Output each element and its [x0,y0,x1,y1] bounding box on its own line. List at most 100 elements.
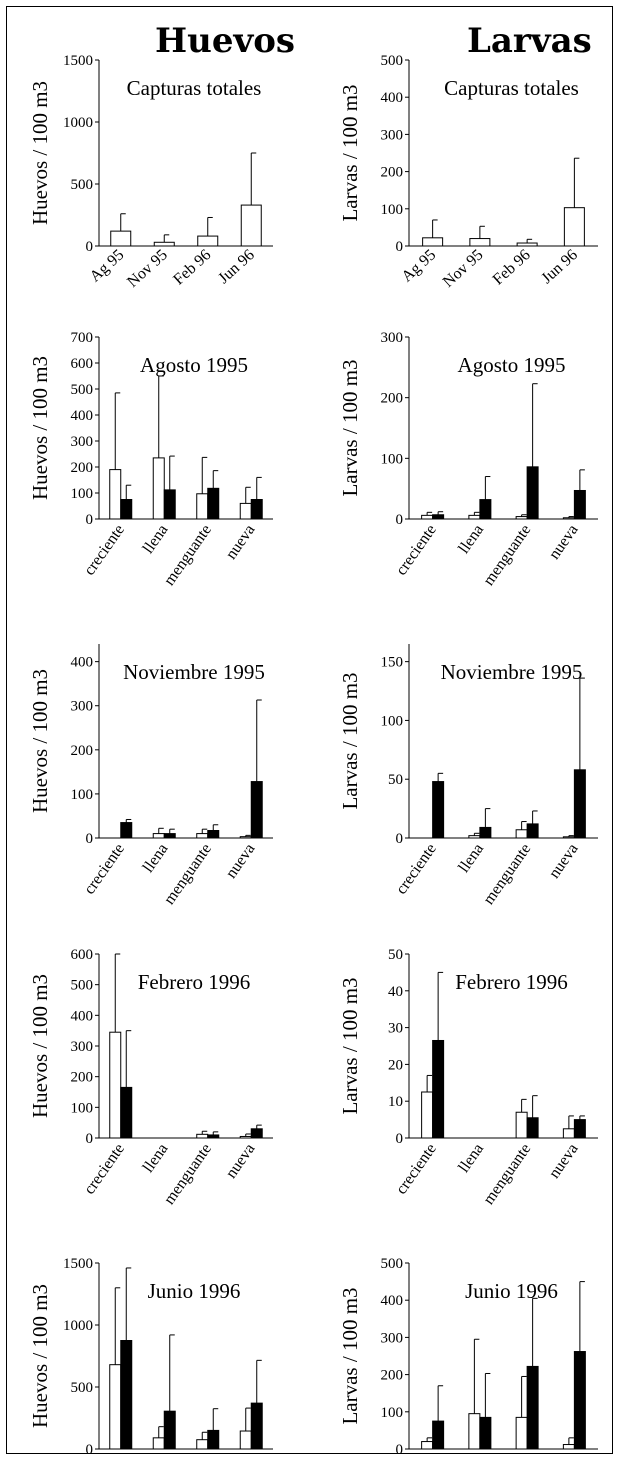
bar [573,769,586,839]
chart-panel-5: 0 50 100 150 Larvas / 100 m3 Noviembre 1995 cr… [338,644,598,908]
bar [573,1351,586,1450]
bar [515,1111,528,1139]
bar [526,1117,539,1139]
bar [562,1444,575,1450]
x-tick-label: nueva [223,841,259,882]
x-tick-label: creciente [81,1141,128,1198]
y-tick-label: 40 [388,984,403,1000]
bar [468,514,481,520]
y-tick-label: 300 [71,1039,94,1055]
y-tick-label: 1000 [63,1318,93,1334]
y-tick-label: 600 [71,947,94,963]
bar [421,514,434,520]
bar [432,781,445,839]
x-tick-label: nueva [223,1141,259,1182]
chart-title: Junio 1996 [148,1279,241,1303]
y-tick-label: 0 [396,512,404,528]
y-tick-label: 20 [388,1057,403,1073]
y-axis-label: Larvas / 100 m3 [338,672,362,809]
x-tick-label: menguante [480,841,534,908]
x-tick-label: menguante [480,1141,534,1208]
bar [573,489,586,520]
y-tick-label: 0 [86,1442,94,1455]
y-tick-label: 400 [71,1008,94,1024]
bar [153,241,175,247]
bar [250,781,263,839]
y-axis-label: Larvas / 100 m3 [338,359,362,496]
y-tick-label: 500 [71,177,94,193]
bar [109,469,122,520]
y-tick-label: 200 [381,1368,404,1384]
bar [120,1086,133,1139]
y-axis-label: Larvas / 100 m3 [338,977,362,1114]
y-tick-label: 500 [71,382,94,398]
y-tick-label: 300 [71,434,94,450]
bar [526,823,539,839]
bar [152,457,165,520]
chart-title: Febrero 1996 [138,970,251,994]
bar [109,1031,122,1139]
y-tick-label: 200 [71,460,94,476]
x-tick-label: nueva [546,522,582,563]
y-tick-label: 100 [381,451,404,467]
x-tick-label: nueva [546,1452,582,1455]
bar [563,207,585,247]
x-tick-label: creciente [393,522,440,579]
bar [163,489,176,520]
bar [152,1437,165,1450]
chart-title: Febrero 1996 [455,970,568,994]
y-tick-label: 600 [71,356,94,372]
bar [110,230,132,247]
bar [250,499,263,520]
x-tick-label: llena [140,1141,172,1176]
y-tick-label: 200 [381,391,404,407]
y-tick-label: 400 [381,90,404,106]
bar [421,1091,434,1139]
x-tick-label: Jun 96 [538,246,581,287]
y-tick-label: 300 [381,127,404,143]
bar [196,833,209,839]
y-tick-label: 0 [86,239,94,255]
x-tick-label: nueva [223,1452,259,1455]
bar [562,1128,575,1139]
bar [516,242,538,247]
bar [526,1365,539,1450]
y-tick-label: 150 [381,655,404,671]
column-header-larvas: Larvas [467,21,592,61]
bar [163,833,176,839]
y-tick-label: 300 [381,1330,404,1346]
chart-title: Junio 1996 [465,1279,558,1303]
bar [479,826,492,839]
bar [562,517,575,520]
bar [250,1402,263,1450]
y-tick-label: 400 [71,655,94,671]
y-tick-label: 100 [381,202,404,218]
bar [239,1135,252,1139]
y-tick-label: 1500 [63,1256,93,1272]
y-tick-label: 0 [86,512,94,528]
y-tick-label: 1500 [63,53,93,69]
y-tick-label: 500 [381,53,404,69]
x-tick-label: llena [140,841,172,876]
bar [163,1410,176,1450]
bar [515,1416,528,1450]
y-tick-label: 300 [71,699,94,715]
x-tick-label: Nov 95 [124,246,171,290]
y-tick-label: 0 [86,831,94,847]
y-axis-label: Huevos / 100 m3 [28,356,52,500]
bar [196,1133,209,1139]
bar [239,502,252,520]
x-tick-label: Ag 95 [399,246,440,285]
y-tick-label: 100 [71,787,94,803]
y-tick-label: 0 [86,1131,94,1147]
column-header-huevos: Huevos [155,21,296,61]
bar [197,235,219,247]
y-tick-label: 0 [396,1442,404,1455]
bar [120,1340,133,1450]
bar [196,1439,209,1450]
chart-panel-3: 0 100 200 300 Larvas / 100 m3 Agosto 1995 crec… [338,330,598,589]
x-tick-label: creciente [81,841,128,898]
x-tick-label: Feb 96 [170,246,214,288]
